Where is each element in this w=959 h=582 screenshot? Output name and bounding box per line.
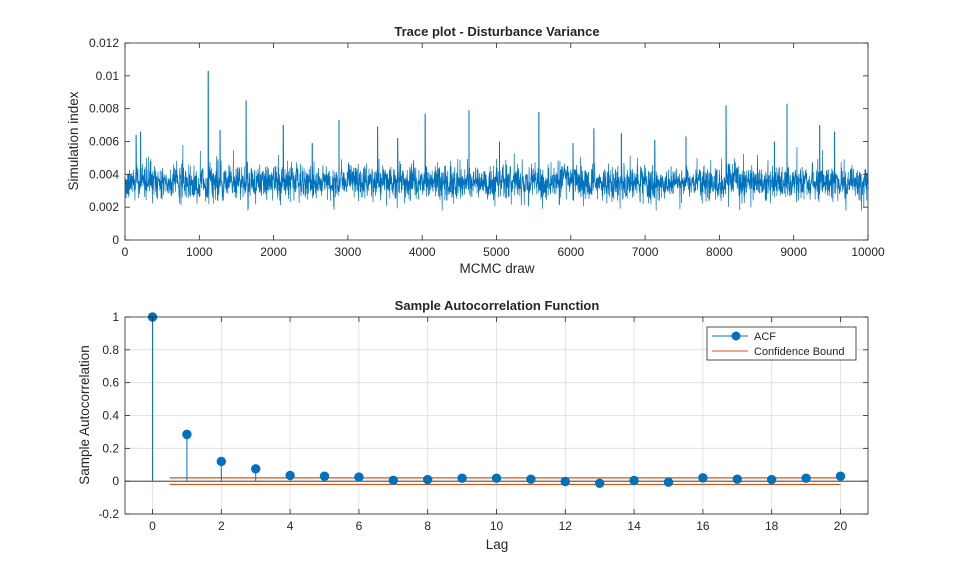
trace-x-tick-label: 10000 [851, 245, 885, 259]
trace-x-tick-label: 3000 [335, 245, 362, 259]
trace-x-tick-label: 5000 [483, 245, 510, 259]
trace-x-axis-label: MCMC draw [459, 261, 534, 276]
trace-y-tick-label: 0.01 [96, 69, 120, 83]
acf-point [457, 473, 467, 483]
acf-y-tick-label: -0.2 [98, 507, 119, 521]
trace-y-tick-label: 0.002 [89, 200, 119, 214]
trace-x-tick-label: 4000 [409, 245, 436, 259]
legend-acf-label: ACF [754, 331, 776, 343]
acf-x-tick-label: 4 [287, 519, 294, 533]
acf-y-tick-label: 1 [112, 310, 119, 324]
acf-point [594, 478, 605, 489]
acf-x-tick-label: 12 [559, 519, 573, 533]
acf-y-tick-label: 0 [112, 474, 119, 488]
trace-x-tick-label: 2000 [260, 245, 287, 259]
trace-spikes [135, 70, 836, 183]
trace-x-tick-label: 7000 [632, 245, 659, 259]
acf-point [801, 473, 811, 483]
acf-y-axis-label: Sample Autocorrelation [77, 345, 92, 485]
acf-point [629, 475, 639, 486]
trace-y-tick-label: 0.006 [89, 135, 119, 149]
legend-confidence-label: Confidence Bound [754, 346, 845, 358]
acf-stems [147, 312, 846, 489]
acf-plot-title: Sample Autocorrelation Function [395, 298, 600, 313]
acf-axes: 0 2 4 6 8 10 12 14 16 18 20 -0.2 0 0.2 0.4 0.6 0.8 1 Sam… [77, 298, 869, 552]
acf-y-tick-label: 0.8 [102, 343, 119, 357]
acf-point [663, 477, 674, 487]
trace-plot-title: Trace plot - Disturbance Variance [394, 24, 599, 39]
acf-x-tick-label: 8 [424, 519, 431, 533]
acf-legend[interactable]: ACF Confidence Bound [706, 326, 857, 361]
legend-box [706, 326, 857, 361]
acf-x-tick-label: 20 [834, 519, 848, 533]
acf-point [698, 473, 708, 483]
trace-x-tick-label: 1000 [186, 245, 213, 259]
trace-x-ticks: 0 1000 2000 3000 4000 5000 6000 7000 8000 9000 100… [122, 43, 885, 259]
acf-x-tick-label: 0 [149, 519, 156, 533]
trace-y-ticks: 0 0.002 0.004 0.006 0.008 0.01 0.012 [89, 36, 868, 247]
acf-confidence-bounds [169, 477, 841, 486]
trace-plot-axes: 0 1000 2000 3000 4000 5000 6000 7000 8000 9000 100… [66, 24, 885, 276]
acf-x-tick-label: 6 [356, 519, 363, 533]
trace-y-tick-label: 0.008 [89, 102, 119, 116]
acf-x-axis-label: Lag [486, 537, 509, 552]
trace-y-axis-label: Simulation index [66, 91, 81, 190]
trace-y-tick-label: 0.004 [89, 167, 119, 181]
acf-point [491, 473, 502, 483]
acf-x-tick-label: 14 [627, 519, 641, 533]
acf-point [251, 464, 261, 474]
acf-x-tick-label: 2 [218, 519, 225, 533]
trace-plot-area [125, 43, 868, 240]
acf-y-tick-label: 0.6 [102, 376, 119, 390]
acf-y-tick-label: 0.4 [102, 409, 119, 423]
acf-y-tick-label: 0.2 [102, 441, 119, 455]
trace-x-tick-label: 9000 [780, 245, 807, 259]
acf-point [319, 471, 330, 481]
acf-point [354, 472, 364, 482]
acf-point [182, 429, 192, 440]
acf-point [216, 456, 227, 467]
acf-x-tick-label: 10 [490, 519, 504, 533]
acf-x-tick-label: 16 [696, 519, 710, 533]
acf-point [285, 470, 295, 481]
acf-point [732, 474, 742, 484]
acf-y-ticks: -0.2 0 0.2 0.4 0.6 0.8 1 [98, 310, 868, 521]
trace-x-tick-label: 0 [122, 245, 129, 259]
acf-point [835, 471, 846, 481]
trace-x-tick-label: 6000 [557, 245, 584, 259]
trace-y-tick-label: 0 [112, 233, 119, 247]
trace-x-tick-label: 8000 [706, 245, 733, 259]
trace-series-line [124, 70, 869, 211]
acf-x-tick-label: 18 [765, 519, 779, 533]
acf-point [766, 474, 777, 485]
acf-point [423, 474, 433, 485]
trace-y-tick-label: 0.012 [89, 36, 119, 50]
acf-x-ticks: 0 2 4 6 8 10 12 14 16 18 20 [149, 317, 847, 533]
legend-acf-marker [731, 331, 741, 341]
acf-point [526, 474, 536, 484]
acf-point [560, 476, 570, 487]
acf-point [388, 475, 399, 486]
